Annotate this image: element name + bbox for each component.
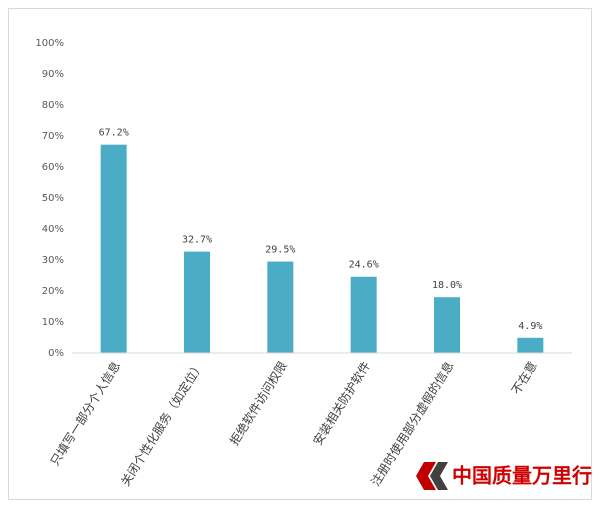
value-label: 18.0% xyxy=(432,280,462,291)
logo xyxy=(416,462,448,490)
value-label: 67.2% xyxy=(99,128,129,139)
value-label: 32.7% xyxy=(182,235,212,246)
bar xyxy=(184,251,210,353)
watermark: 中国质量万里行 xyxy=(452,464,592,488)
value-label: 4.9% xyxy=(518,321,542,332)
bar xyxy=(434,297,460,353)
y-tick-label: 50% xyxy=(42,193,64,204)
value-label: 29.5% xyxy=(265,245,295,256)
y-tick-label: 10% xyxy=(42,317,64,328)
bar xyxy=(517,337,544,353)
chart-frame xyxy=(8,8,592,500)
y-tick-label: 90% xyxy=(42,69,64,80)
y-tick-label: 40% xyxy=(42,224,64,235)
y-tick-label: 20% xyxy=(42,286,64,297)
y-tick-label: 0% xyxy=(48,348,64,359)
bar xyxy=(100,144,127,353)
y-tick-label: 30% xyxy=(42,255,64,266)
y-tick-label: 70% xyxy=(42,131,64,142)
y-tick-label: 60% xyxy=(42,162,64,173)
bar xyxy=(350,276,377,353)
y-tick-label: 80% xyxy=(42,100,64,111)
y-tick-label: 100% xyxy=(35,38,64,49)
bar xyxy=(267,261,294,353)
value-label: 24.6% xyxy=(349,260,379,271)
